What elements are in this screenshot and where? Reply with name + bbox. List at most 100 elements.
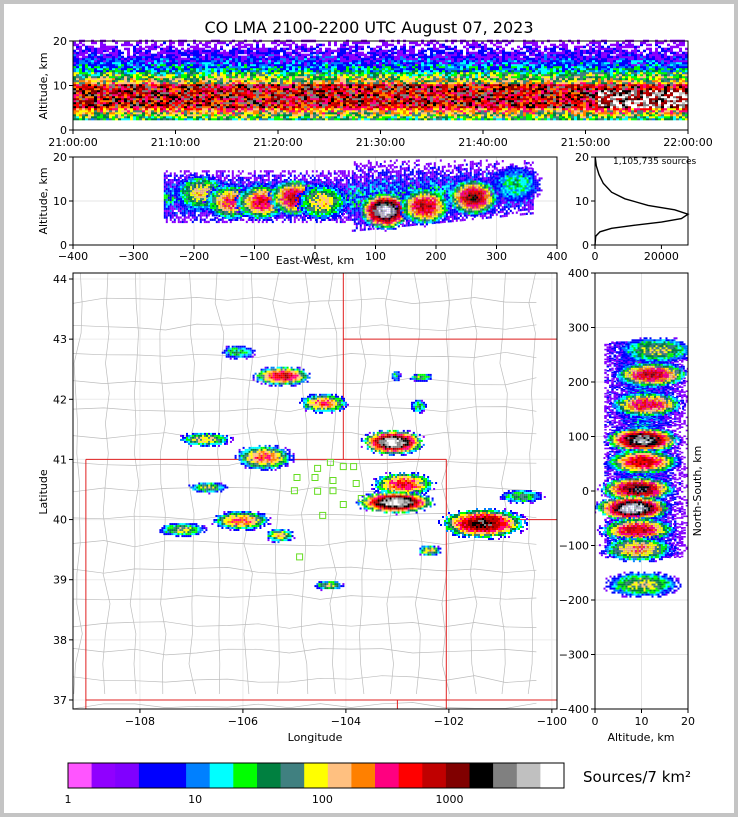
density-cell <box>208 111 211 115</box>
density-cell <box>91 117 94 121</box>
density-cell <box>112 65 115 69</box>
density-cell <box>196 101 199 105</box>
density-cell <box>241 113 244 117</box>
density-cell <box>247 71 250 75</box>
density-cell <box>208 113 211 117</box>
density-cell <box>223 41 226 45</box>
density-cell <box>139 97 142 101</box>
density-cell <box>115 91 118 95</box>
density-cell <box>124 117 127 121</box>
density-cell <box>163 63 166 67</box>
density-cell <box>469 43 472 47</box>
density-cell <box>124 69 127 73</box>
density-cell <box>94 51 97 55</box>
density-cell <box>109 75 112 79</box>
density-cell <box>367 51 370 55</box>
density-cell <box>418 49 421 53</box>
density-cell <box>331 49 334 53</box>
density-cell <box>73 81 76 85</box>
density-cell <box>127 59 130 63</box>
density-cell <box>85 85 88 89</box>
density-cell <box>211 83 214 87</box>
density-cell <box>361 57 364 61</box>
density-cell <box>127 87 130 91</box>
density-cell <box>193 105 196 109</box>
density-cell <box>169 63 172 67</box>
density-cell <box>253 113 256 117</box>
density-cell <box>193 95 196 99</box>
density-cell <box>199 113 202 117</box>
density-cell <box>217 51 220 55</box>
density-cell <box>166 101 169 105</box>
density-cell <box>178 109 181 113</box>
density-cell <box>121 57 124 61</box>
density-cell <box>250 79 253 83</box>
density-cell <box>118 95 121 99</box>
density-cell <box>193 93 196 97</box>
density-cell <box>178 63 181 67</box>
density-cell <box>259 47 262 51</box>
density-cell <box>238 83 241 87</box>
density-cell <box>172 105 175 109</box>
density-cell <box>103 57 106 61</box>
density-cell <box>235 87 238 91</box>
density-cell <box>232 55 235 59</box>
density-cell <box>217 87 220 91</box>
density-cell <box>238 59 241 63</box>
density-cell <box>184 71 187 75</box>
density-cell <box>214 109 217 113</box>
density-cell <box>196 109 199 113</box>
density-cell <box>73 43 76 47</box>
density-cell <box>127 83 130 87</box>
density-cell <box>178 87 181 91</box>
density-cell <box>100 91 103 95</box>
density-cell <box>82 63 85 67</box>
density-cell <box>181 73 184 77</box>
density-cell <box>73 117 76 121</box>
density-cell <box>217 57 220 61</box>
density-cell <box>169 93 172 97</box>
density-cell <box>163 55 166 59</box>
density-cell <box>178 59 181 63</box>
density-cell <box>127 85 130 89</box>
density-cell <box>127 41 130 45</box>
density-cell <box>196 79 199 83</box>
density-cell <box>169 99 172 103</box>
density-cell <box>163 57 166 61</box>
density-cell <box>172 99 175 103</box>
density-cell <box>187 95 190 99</box>
density-cell <box>151 99 154 103</box>
density-cell <box>175 111 178 115</box>
density-cell <box>379 45 382 49</box>
density-cell <box>130 75 133 79</box>
density-cell <box>184 75 187 79</box>
density-cell <box>247 83 250 87</box>
density-cell <box>184 117 187 121</box>
density-cell <box>85 83 88 87</box>
density-cell <box>313 51 316 55</box>
density-cell <box>127 105 130 109</box>
density-cell <box>88 59 91 63</box>
density-cell <box>106 83 109 87</box>
density-cell <box>181 65 184 69</box>
density-cell <box>235 89 238 93</box>
density-cell <box>157 105 160 109</box>
density-cell <box>166 77 169 81</box>
density-cell <box>82 49 85 53</box>
density-cell <box>136 93 139 97</box>
density-cell <box>79 61 82 65</box>
density-cell <box>124 77 127 81</box>
density-cell <box>142 53 145 57</box>
density-cell <box>76 71 79 75</box>
density-cell <box>208 99 211 103</box>
density-cell <box>145 63 148 67</box>
density-cell <box>232 59 235 63</box>
density-cell <box>154 47 157 51</box>
density-cell <box>100 107 103 111</box>
density-cell <box>91 95 94 99</box>
density-cell <box>184 49 187 53</box>
density-cell <box>124 43 127 47</box>
density-cell <box>124 101 127 105</box>
density-cell <box>178 85 181 89</box>
density-cell <box>328 47 331 51</box>
